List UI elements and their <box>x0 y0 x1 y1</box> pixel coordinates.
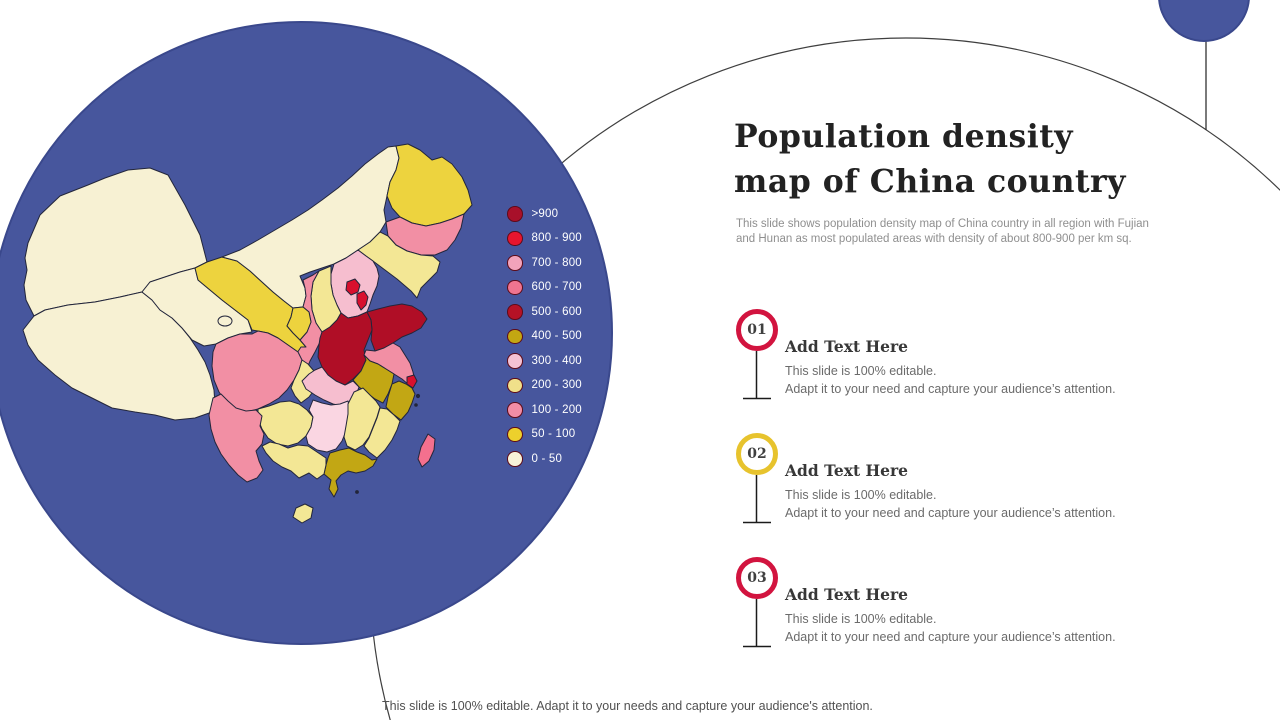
region-guangxi <box>261 441 327 480</box>
region-fujian <box>363 407 401 459</box>
region-hainan <box>292 503 314 524</box>
region-guangdong <box>323 447 378 498</box>
legend-label: 500 - 600 <box>531 305 582 318</box>
legend-dot-icon <box>507 279 523 295</box>
legend-label: 700 - 800 <box>531 256 582 269</box>
slide-description: This slide shows population density map … <box>736 218 1149 245</box>
step2-title[interactable]: Add Text Here <box>785 461 909 480</box>
footer-note: This slide is 100% editable. Adapt it to… <box>382 699 873 713</box>
step2-body: This slide is 100% editable. Adapt it to… <box>785 487 1116 522</box>
legend-dot-icon <box>507 426 523 442</box>
step2-number: 02 <box>747 446 767 462</box>
island-dot-1 <box>415 393 421 399</box>
step2-body-line2: Adapt it to your need and capture your a… <box>785 505 1116 520</box>
legend-dot-icon <box>507 353 523 369</box>
legend-dot-icon <box>507 451 523 467</box>
page-title-line2: map of China country <box>734 163 1126 200</box>
legend-row: 600 - 700 <box>507 279 582 295</box>
page-title: Population density map of China country <box>734 114 1126 204</box>
region-zhejiang <box>385 380 416 421</box>
step3-title[interactable]: Add Text Here <box>785 585 909 604</box>
legend-label: 0 - 50 <box>531 452 563 465</box>
top-right-blue-circle <box>1158 0 1250 42</box>
legend-dot-icon <box>507 304 523 320</box>
step2-number-badge: 02 <box>736 433 778 475</box>
legend-row: 100 - 200 <box>507 402 582 418</box>
legend-row: 800 - 900 <box>507 230 582 246</box>
page-title-line1: Population density <box>734 118 1074 155</box>
legend-dot-icon <box>507 328 523 344</box>
legend-label: 200 - 300 <box>531 379 582 392</box>
step-connectors <box>743 351 771 648</box>
legend-row: 50 - 100 <box>507 426 582 442</box>
region-beijing <box>345 278 361 296</box>
step1-number: 01 <box>747 322 767 338</box>
legend-label: 400 - 500 <box>531 330 582 343</box>
region-shandong <box>366 303 428 352</box>
step1-title[interactable]: Add Text Here <box>785 337 909 356</box>
map-enclave-blob <box>217 315 233 327</box>
legend-label: >900 <box>531 207 559 220</box>
step1-body-line2: Adapt it to your need and capture your a… <box>785 381 1116 396</box>
legend-label: 100 - 200 <box>531 403 582 416</box>
step1-number-badge: 01 <box>736 309 778 351</box>
region-tibet <box>22 291 216 421</box>
legend-label: 300 - 400 <box>531 354 582 367</box>
region-hunan <box>305 399 351 453</box>
china-map <box>22 143 473 524</box>
legend-row: 0 - 50 <box>507 451 582 467</box>
legend-row: 400 - 500 <box>507 328 582 344</box>
legend-dot-icon <box>507 255 523 271</box>
island-dot-2 <box>414 403 418 407</box>
step2-body-line1: This slide is 100% editable. <box>785 488 937 502</box>
region-yunnan <box>208 393 265 483</box>
step3-body-line1: This slide is 100% editable. <box>785 612 937 626</box>
legend-dot-icon <box>507 377 523 393</box>
island-dot-3 <box>355 490 359 494</box>
step1-body: This slide is 100% editable. Adapt it to… <box>785 363 1116 398</box>
region-anhui <box>352 354 395 404</box>
region-tianjin <box>356 290 369 311</box>
legend-label: 50 - 100 <box>531 428 576 441</box>
legend-dot-icon <box>507 402 523 418</box>
legend-row: 300 - 400 <box>507 353 582 369</box>
step3-body: This slide is 100% editable. Adapt it to… <box>785 611 1116 646</box>
region-shanghai <box>406 374 418 389</box>
legend-row: 200 - 300 <box>507 377 582 393</box>
legend-row: >900 <box>507 206 582 222</box>
legend-row: 700 - 800 <box>507 255 582 271</box>
step1-body-line1: This slide is 100% editable. <box>785 364 937 378</box>
legend-label: 600 - 700 <box>531 281 582 294</box>
map-legend: >900 800 - 900 700 - 800 600 - 700 500 -… <box>507 206 582 467</box>
region-taiwan <box>417 433 436 468</box>
legend-dot-icon <box>507 230 523 246</box>
step3-number-badge: 03 <box>736 557 778 599</box>
step3-body-line2: Adapt it to your need and capture your a… <box>785 629 1116 644</box>
region-sichuan <box>211 330 303 413</box>
legend-dot-icon <box>507 206 523 222</box>
legend-label: 800 - 900 <box>531 232 582 245</box>
step3-number: 03 <box>747 570 767 586</box>
region-ningxia <box>286 306 312 341</box>
legend-row: 500 - 600 <box>507 304 582 320</box>
